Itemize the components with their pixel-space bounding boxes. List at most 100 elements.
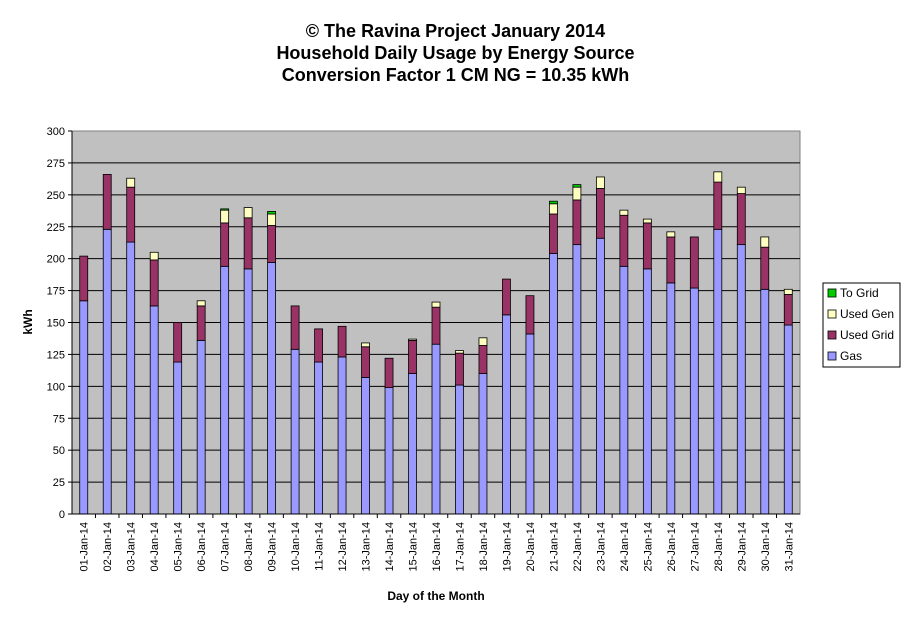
bar-segment xyxy=(173,361,183,515)
bar-segment xyxy=(267,225,277,263)
y-tick-label: 275 xyxy=(47,158,65,170)
legend: To Grid Used Gen Used Grid Gas xyxy=(822,282,901,368)
bar-segment xyxy=(126,177,136,188)
bar-segment xyxy=(384,357,394,389)
x-tick-label: 22-Jan-14 xyxy=(572,522,584,572)
x-tick-label: 02-Jan-14 xyxy=(102,522,114,572)
bar-segment xyxy=(783,294,793,326)
bar-segment xyxy=(783,324,793,515)
x-tick-label: 23-Jan-14 xyxy=(595,522,607,572)
bar-segment xyxy=(196,300,206,307)
bar-segment xyxy=(267,262,277,515)
x-tick-label: 04-Jan-14 xyxy=(149,522,161,572)
bar-segment xyxy=(196,339,206,515)
x-tick-label: 21-Jan-14 xyxy=(548,522,560,572)
legend-swatch xyxy=(827,288,837,298)
chart-title-line-2: Household Daily Usage by Energy Source xyxy=(276,43,635,63)
y-tick-label: 150 xyxy=(47,318,65,330)
bar-segment xyxy=(243,217,253,270)
y-tick-label: 0 xyxy=(59,509,65,521)
bar-segment xyxy=(619,214,629,267)
bar-segment xyxy=(290,348,300,515)
bar-segment xyxy=(525,295,535,335)
bar-segment xyxy=(243,207,253,219)
bar-segment xyxy=(713,181,723,230)
y-tick-label: 50 xyxy=(53,445,65,457)
bar-segment xyxy=(595,176,605,189)
bar-segment xyxy=(243,268,253,515)
bar-segment xyxy=(713,171,723,183)
bar-segment xyxy=(431,343,441,515)
bar-segment xyxy=(384,387,394,515)
bar-segment xyxy=(642,222,652,270)
bar-segment xyxy=(102,174,112,230)
x-tick-label: 12-Jan-14 xyxy=(337,522,349,572)
y-tick-label: 300 xyxy=(47,126,65,138)
bar-segment xyxy=(478,373,488,515)
x-tick-label: 26-Jan-14 xyxy=(666,522,678,572)
bar-segment xyxy=(408,339,417,374)
x-tick-label: 06-Jan-14 xyxy=(196,522,208,572)
x-tick-label: 28-Jan-14 xyxy=(713,522,725,572)
bar-segment xyxy=(666,231,676,238)
x-tick-label: 24-Jan-14 xyxy=(619,522,631,572)
x-axis-ticks: 01-Jan-14 02-Jan-14 03-Jan-14 04-Jan-14 05-J… xyxy=(79,514,795,572)
bar-segment xyxy=(525,333,535,515)
x-tick-label: 08-Jan-14 xyxy=(243,522,255,572)
bar-segment xyxy=(502,278,511,316)
bars xyxy=(79,171,793,515)
y-tick-label: 200 xyxy=(47,254,65,266)
y-tick-label: 225 xyxy=(47,222,65,234)
bar-segment xyxy=(79,300,89,515)
chart-title-line-3: Conversion Factor 1 CM NG = 10.35 kWh xyxy=(281,65,630,85)
bar-segment xyxy=(408,338,417,341)
bar-segment xyxy=(619,265,629,515)
bar-segment xyxy=(361,376,370,515)
bar-segment xyxy=(572,244,582,515)
bar-segment xyxy=(572,199,582,246)
bar-segment xyxy=(760,236,770,248)
bar-segment xyxy=(736,193,746,246)
x-tick-label: 19-Jan-14 xyxy=(501,522,513,572)
x-tick-label: 03-Jan-14 xyxy=(126,522,138,572)
bar-segment xyxy=(572,184,582,188)
bar-segment xyxy=(642,268,652,515)
bar-segment xyxy=(502,314,511,515)
bar-segment xyxy=(666,282,676,515)
x-tick-label: 13-Jan-14 xyxy=(361,522,373,572)
bar-segment xyxy=(220,208,230,211)
bar-segment xyxy=(79,255,89,302)
x-tick-label: 09-Jan-14 xyxy=(267,522,279,572)
bar-segment xyxy=(760,246,770,290)
legend-swatch xyxy=(827,351,837,361)
bar-segment xyxy=(173,322,183,363)
legend-label: Gas xyxy=(840,349,862,363)
bar-segment xyxy=(689,287,699,515)
bar-segment xyxy=(595,188,605,239)
bar-segment xyxy=(713,228,723,515)
legend-label: Used Gen xyxy=(840,307,894,321)
y-tick-label: 125 xyxy=(47,349,65,361)
x-axis-label: Day of the Month xyxy=(387,589,484,603)
y-tick-label: 175 xyxy=(47,286,65,298)
bar-segment xyxy=(102,228,112,515)
bar-segment xyxy=(314,328,323,363)
bar-segment xyxy=(478,345,488,374)
legend-label: To Grid xyxy=(840,286,879,300)
x-tick-label: 29-Jan-14 xyxy=(736,522,748,572)
bar-segment xyxy=(149,305,159,515)
bar-segment xyxy=(455,384,464,515)
x-tick-label: 07-Jan-14 xyxy=(220,522,232,572)
bar-segment xyxy=(196,305,206,341)
legend-label: Used Grid xyxy=(840,328,894,342)
x-tick-label: 10-Jan-14 xyxy=(290,522,302,572)
bar-segment xyxy=(220,265,230,515)
bar-segment xyxy=(549,253,558,515)
x-tick-label: 11-Jan-14 xyxy=(314,522,326,571)
chart-title: © The Ravina Project January 2014 Househ… xyxy=(0,20,911,86)
bar-segment xyxy=(431,306,441,345)
x-tick-label: 20-Jan-14 xyxy=(525,522,537,572)
bar-segment xyxy=(478,337,488,346)
bar-segment xyxy=(149,251,159,261)
